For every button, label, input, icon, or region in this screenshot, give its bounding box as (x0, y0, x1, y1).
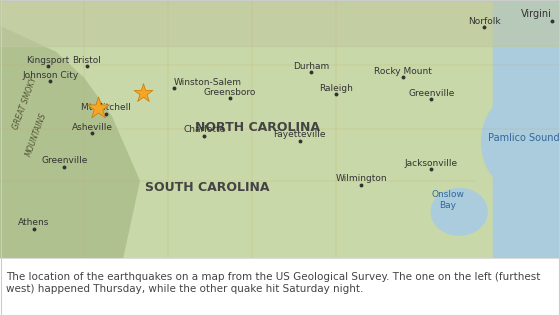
Text: Greenville: Greenville (41, 156, 87, 165)
Text: GREAT SMOKY: GREAT SMOKY (12, 76, 39, 131)
Text: Rocky Mount: Rocky Mount (374, 67, 432, 76)
Text: Greensboro: Greensboro (203, 88, 256, 97)
Text: Athens: Athens (18, 218, 49, 227)
Point (138, 90, 147, 95)
Text: Virgini: Virgini (521, 9, 552, 20)
Text: Greenville: Greenville (408, 89, 454, 98)
Bar (0, 0, 560, 47)
Text: Onslow
Bay: Onslow Bay (432, 191, 464, 210)
Text: Johnson City: Johnson City (22, 71, 78, 80)
Text: Pamlico Sound: Pamlico Sound (488, 133, 559, 143)
Ellipse shape (482, 97, 549, 187)
Text: The location of the earthquakes on a map from the US Geological Survey. The one : The location of the earthquakes on a map… (6, 272, 540, 294)
Text: Mt Mitchell: Mt Mitchell (81, 103, 132, 112)
Text: Asheville: Asheville (72, 123, 113, 132)
Text: Fayetteville: Fayetteville (273, 130, 326, 140)
Text: Winston-Salem: Winston-Salem (174, 77, 241, 87)
Text: SOUTH CAROLINA: SOUTH CAROLINA (145, 181, 269, 194)
Text: Durham: Durham (293, 62, 329, 71)
Polygon shape (0, 26, 140, 258)
Text: Jacksonville: Jacksonville (405, 159, 458, 168)
FancyBboxPatch shape (493, 0, 560, 258)
Text: Kingsport: Kingsport (26, 55, 69, 65)
Point (94, 106, 102, 111)
Text: Norfolk: Norfolk (468, 17, 501, 26)
Text: Wilmington: Wilmington (335, 175, 387, 183)
Text: NORTH CAROLINA: NORTH CAROLINA (195, 121, 320, 135)
Ellipse shape (431, 189, 487, 235)
Text: MOUNTAINS: MOUNTAINS (24, 111, 49, 158)
Text: Bristol: Bristol (72, 55, 101, 65)
Text: Raleigh: Raleigh (319, 84, 353, 93)
Text: Charlotte: Charlotte (183, 125, 226, 134)
